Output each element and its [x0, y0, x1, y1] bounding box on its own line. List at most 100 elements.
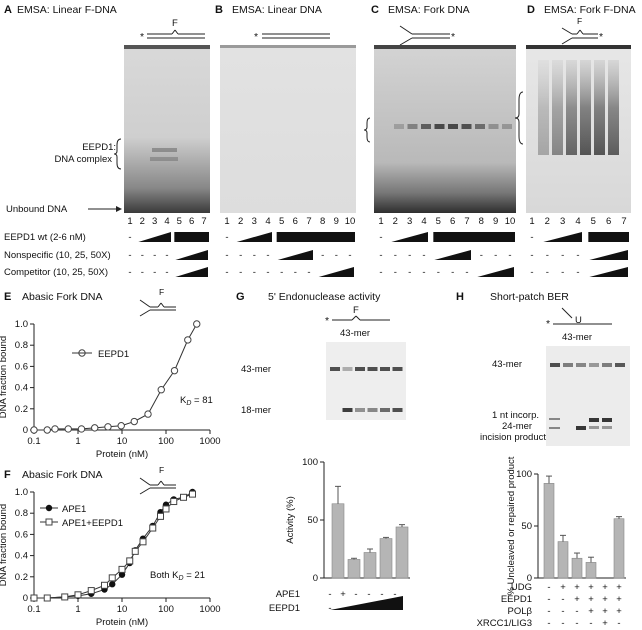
- lane-number-d: 6: [606, 216, 611, 227]
- wedge-eepd1-c: [391, 232, 428, 242]
- wedge-competitor-d: [589, 267, 628, 277]
- panel-a-star: *: [140, 31, 144, 43]
- gel-band: [602, 418, 612, 422]
- block-eepd1-d: [588, 232, 629, 242]
- lane-number-b: 1: [224, 216, 229, 227]
- panel-a-probe-icon: [147, 29, 205, 39]
- sign-competitor-d: -: [546, 267, 549, 278]
- bar: [613, 518, 625, 579]
- panel-g-bands: [330, 367, 403, 412]
- panel-a-complex-label-2: DNA complex: [54, 154, 112, 165]
- lane-number-c: 2: [393, 216, 398, 227]
- gel-band: [589, 363, 599, 367]
- sign-eepd1-g: -: [328, 603, 331, 614]
- row-label-ape1: APE1: [276, 589, 300, 600]
- lane-number-c: 7: [464, 216, 469, 227]
- sign-nonspecific-c: -: [408, 250, 411, 261]
- lane-number-d: 5: [591, 216, 596, 227]
- y-tick-label: 0.8: [15, 508, 28, 519]
- panel-g-star: *: [325, 315, 329, 327]
- legend-marker: [45, 504, 53, 512]
- panel-d-complex-brace: [514, 91, 524, 145]
- sign-competitor-b: -: [280, 267, 283, 278]
- lane-number-b: 6: [293, 216, 298, 227]
- gel-band: [421, 124, 431, 129]
- data-point: [87, 587, 95, 595]
- sign-competitor-c: -: [422, 267, 425, 278]
- panel-g-eepd1-wedge: [330, 596, 403, 610]
- panel-g-letter: G: [236, 291, 245, 303]
- sign-h: +: [560, 582, 566, 593]
- panel-d-probe-icon: [561, 27, 598, 45]
- panel-b-star: *: [254, 31, 258, 43]
- lane-number-a: 1: [127, 216, 132, 227]
- gel-band: [576, 363, 586, 367]
- sign-eepd1-c: -: [379, 232, 382, 243]
- panel-b-letter: B: [215, 4, 223, 16]
- data-point: [139, 538, 147, 546]
- block-eepd1-a: [174, 232, 209, 242]
- data-point: [157, 512, 165, 520]
- gel-band: [448, 124, 458, 129]
- panel-h-band-incision: incision product: [480, 432, 546, 443]
- bar: [363, 552, 377, 579]
- gel-band: [367, 367, 378, 371]
- sign-competitor-b: -: [294, 267, 297, 278]
- x-tick-label: 1000: [199, 436, 220, 447]
- sign-h: -: [547, 618, 550, 629]
- gel-band: [602, 363, 612, 367]
- panel-h-chart: 0 50 100% Uncleaved or repaired product: [506, 456, 626, 595]
- data-point: [64, 425, 72, 433]
- panel-f-title: Abasic Fork DNA: [22, 469, 103, 481]
- panel-g-chart: 0 50 100 Activity (%): [285, 457, 410, 584]
- data-point: [184, 336, 192, 344]
- data-point: [180, 493, 188, 501]
- x-axis-label: Protein (nM): [96, 449, 148, 460]
- x-tick-label: 100: [158, 604, 174, 615]
- sign-h: -: [575, 606, 578, 617]
- gel-band: [502, 124, 512, 129]
- y-tick-label: 0.2: [15, 572, 28, 583]
- sign-h: -: [561, 606, 564, 617]
- panel-e-probe-icon: [139, 299, 176, 317]
- wedge-nonspecific-c: [434, 250, 471, 260]
- panel-c-star: *: [451, 31, 455, 43]
- panel-c-probe-icon: [399, 25, 450, 46]
- y-tick-label: 0: [527, 573, 532, 584]
- data-point: [43, 594, 51, 602]
- panel-c-complex-bands: [394, 124, 512, 129]
- sign-competitor-c: -: [408, 267, 411, 278]
- data-point: [109, 581, 116, 588]
- gel-smear: [594, 60, 605, 155]
- y-tick-label: 50: [521, 521, 532, 532]
- panel-b-gel: [220, 45, 356, 213]
- y-axis-label: Activity (%): [285, 496, 296, 544]
- gel-smear: [608, 60, 619, 155]
- gel-smear: [580, 60, 591, 155]
- sign-nonspecific-d: -: [561, 250, 564, 261]
- panel-b-title: EMSA: Linear DNA: [232, 4, 322, 16]
- sign-competitor-c: -: [451, 267, 454, 278]
- bar: [395, 526, 409, 579]
- wedge-competitor-b: [318, 267, 354, 277]
- sign-nonspecific-d: -: [546, 250, 549, 261]
- panel-a-complex-band-2: [150, 157, 178, 161]
- row-label-eepd1: EEPD1 wt (2-6 nM): [4, 232, 86, 243]
- gel-band: [355, 408, 365, 412]
- sign-nonspecific-a: -: [165, 250, 168, 261]
- lane-number-a: 2: [140, 216, 145, 227]
- lane-number-a: 3: [152, 216, 157, 227]
- sign-nonspecific-b: -: [335, 250, 338, 261]
- panel-c-letter: C: [371, 4, 379, 16]
- sign-nonspecific-a: -: [128, 250, 131, 261]
- sign-h: +: [602, 582, 608, 593]
- panel-e-letter: E: [4, 291, 11, 303]
- row-label-h: UDG: [511, 582, 532, 593]
- x-tick-label: 1: [75, 436, 80, 447]
- sign-eepd1-d: -: [530, 232, 533, 243]
- block-eepd1-c: [433, 232, 515, 242]
- sign-competitor-c: -: [437, 267, 440, 278]
- wedge-nonspecific-b: [277, 250, 313, 260]
- lane-rows: 1 2 3 4 5 6 7-- - - -- - - -1 2 3 4 5 6 7-- - - -- - - -1 2 3 4 5 6 7 8…: [127, 216, 629, 278]
- sign-h: +: [602, 606, 608, 617]
